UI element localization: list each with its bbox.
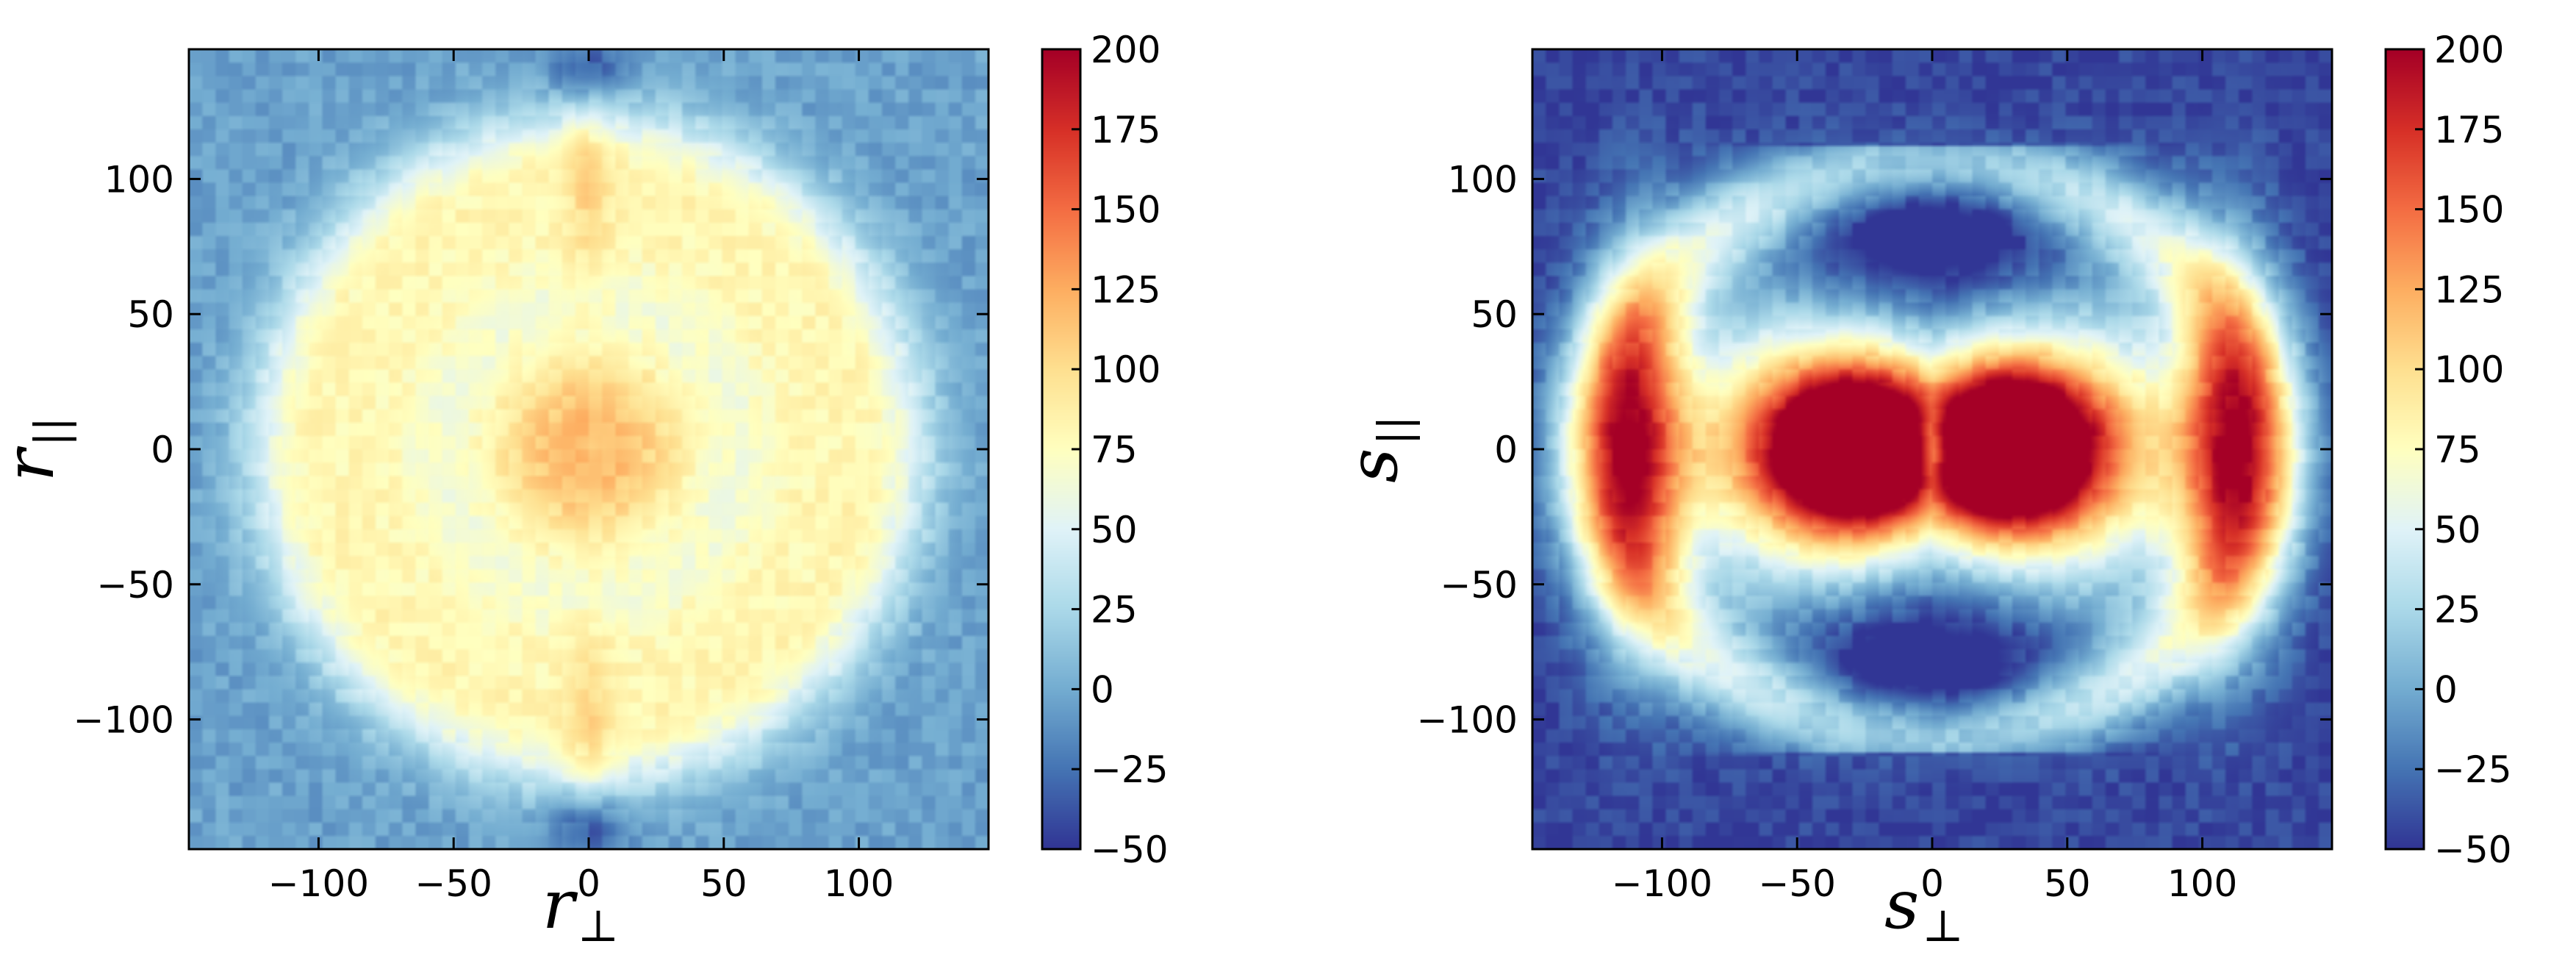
right-colorbar-tick-label: 150 <box>2434 189 2504 232</box>
left-colorbar-tick-label: 0 <box>1091 668 1114 711</box>
left-y-tick-label: −100 <box>73 699 174 742</box>
right-colorbar-ticks: 200 175 150 125 100 75 50 25 0 −25 −50 <box>2415 29 2512 871</box>
left-colorbar-ticks: 200 175 150 125 100 75 50 25 0 −25 −50 <box>1072 29 1169 871</box>
left-x-tick-label: 0 <box>577 862 600 905</box>
right-y-axis-label: s|| <box>1334 415 1421 483</box>
right-colorbar-tick-label: 25 <box>2434 589 2481 632</box>
right-colorbar-tick-label: −25 <box>2434 748 2512 791</box>
left-colorbar-tick-label: −50 <box>1091 829 1169 871</box>
right-x-tick-label: −50 <box>1758 862 1836 905</box>
right-colorbar-tick-label: 125 <box>2434 268 2504 311</box>
right-y-tick-label: 50 <box>1471 293 1518 336</box>
left-colorbar-tick-label: 100 <box>1091 348 1160 391</box>
left-colorbar-tick-label: 75 <box>1091 429 1138 471</box>
right-x-tick-label: 50 <box>2044 862 2091 905</box>
right-colorbar-tick-label: 175 <box>2434 109 2504 151</box>
right-x-tick-label: −100 <box>1612 862 1712 905</box>
left-x-tick-label: 50 <box>700 862 747 905</box>
right-colorbar-tick-label: 100 <box>2434 348 2504 391</box>
left-y-tick-label: 100 <box>104 158 174 201</box>
left-colorbar-tick-label: 50 <box>1091 509 1138 551</box>
left-x-tick-label: −50 <box>415 862 492 905</box>
left-x-axis-label: r⊥ <box>542 865 619 952</box>
right-colorbar-tick-label: 50 <box>2434 509 2481 551</box>
right-colorbar-tick-label: 0 <box>2434 668 2458 711</box>
right-heatmap <box>1532 49 2332 849</box>
right-colorbar-tick-label: 200 <box>2434 29 2504 71</box>
right-y-tick-label: −100 <box>1417 699 1518 742</box>
right-y-tick-label: 0 <box>1494 429 1518 471</box>
right-colorbar-tick-label: 75 <box>2434 429 2481 471</box>
left-heatmap <box>189 49 989 849</box>
left-colorbar-tick-label: 175 <box>1091 109 1160 151</box>
left-y-tick-label: 0 <box>151 429 174 471</box>
right-axis-ticks: −100 −50 0 50 100 −100 −50 0 50 100 <box>1417 49 2332 905</box>
right-panel: −100 −50 0 50 100 −100 −50 0 50 100 s⊥ s|| 200 175… <box>1334 29 2512 952</box>
left-colorbar-tick-label: 25 <box>1091 589 1138 632</box>
left-y-axis-label: r|| <box>0 417 77 482</box>
right-y-tick-label: 100 <box>1448 158 1518 201</box>
left-x-tick-label: 100 <box>824 862 894 905</box>
left-colorbar-tick-label: −25 <box>1091 748 1169 791</box>
left-colorbar-tick-label: 125 <box>1091 268 1160 311</box>
left-axis-ticks: −100 −50 0 50 100 −100 −50 0 50 100 <box>73 49 989 905</box>
left-y-tick-label: 50 <box>127 293 174 336</box>
right-y-tick-label: −50 <box>1440 564 1518 607</box>
right-colorbar-tick-label: −50 <box>2434 829 2512 871</box>
left-y-tick-label: −50 <box>96 564 174 607</box>
right-x-axis-label: s⊥ <box>1884 865 1964 952</box>
left-colorbar-tick-label: 200 <box>1091 29 1160 71</box>
left-panel: −100 −50 0 50 100 −100 −50 0 50 100 r⊥ r|| 200 175… <box>0 29 1169 952</box>
right-x-tick-label: 0 <box>1920 862 1944 905</box>
left-colorbar-tick-label: 150 <box>1091 189 1160 232</box>
right-x-tick-label: 100 <box>2167 862 2237 905</box>
left-x-tick-label: −100 <box>268 862 369 905</box>
